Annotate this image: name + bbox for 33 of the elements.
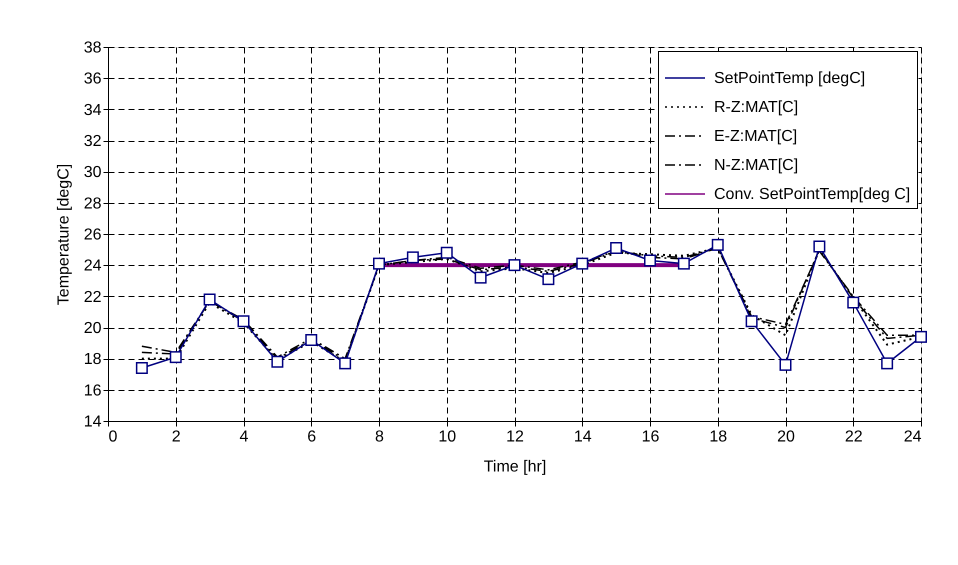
x-tick-label: 16 xyxy=(642,428,660,446)
legend-label: R-Z:MAT[C] xyxy=(714,99,798,116)
y-tick-label: 28 xyxy=(84,195,102,212)
legend-label: SetPointTemp [degC] xyxy=(714,70,866,87)
x-tick-label: 22 xyxy=(844,428,863,446)
x-tick-label: 18 xyxy=(709,428,728,446)
x-tick-label: 2 xyxy=(172,428,181,446)
x-tick-label: 10 xyxy=(438,428,456,446)
y-tick-label: 18 xyxy=(84,351,102,368)
y-tick-label: 24 xyxy=(84,258,102,275)
x-tick-label: 12 xyxy=(506,428,524,446)
x-tick-label: 20 xyxy=(777,428,795,446)
y-tick-label: 32 xyxy=(84,133,102,150)
x-tick-label: 4 xyxy=(240,428,249,446)
y-tick-label: 30 xyxy=(84,164,102,182)
y-tick-label: 36 xyxy=(84,70,102,88)
legend-label: Conv. SetPointTemp[deg C] xyxy=(714,186,910,203)
y-tick-label: 16 xyxy=(84,382,102,400)
y-tick-label: 38 xyxy=(84,40,102,56)
x-tick-label: 8 xyxy=(375,428,384,446)
x-tick-label: 24 xyxy=(904,428,922,446)
legend-label: N-Z:MAT[C] xyxy=(714,157,798,174)
y-tick-label: 34 xyxy=(84,102,102,119)
y-tick-label: 26 xyxy=(84,226,102,244)
x-tick-label: 14 xyxy=(574,428,592,446)
y-axis-title: Temperature [degC] xyxy=(56,164,73,306)
x-tick-label: 0 xyxy=(108,428,118,446)
x-axis-title: Time [hr] xyxy=(484,458,546,476)
x-tick-label: 6 xyxy=(307,428,316,446)
y-tick-label: 20 xyxy=(84,320,102,337)
y-tick-label: 14 xyxy=(84,414,102,430)
legend-label: E-Z:MAT[C] xyxy=(714,128,798,145)
y-tick-label: 22 xyxy=(84,288,102,306)
